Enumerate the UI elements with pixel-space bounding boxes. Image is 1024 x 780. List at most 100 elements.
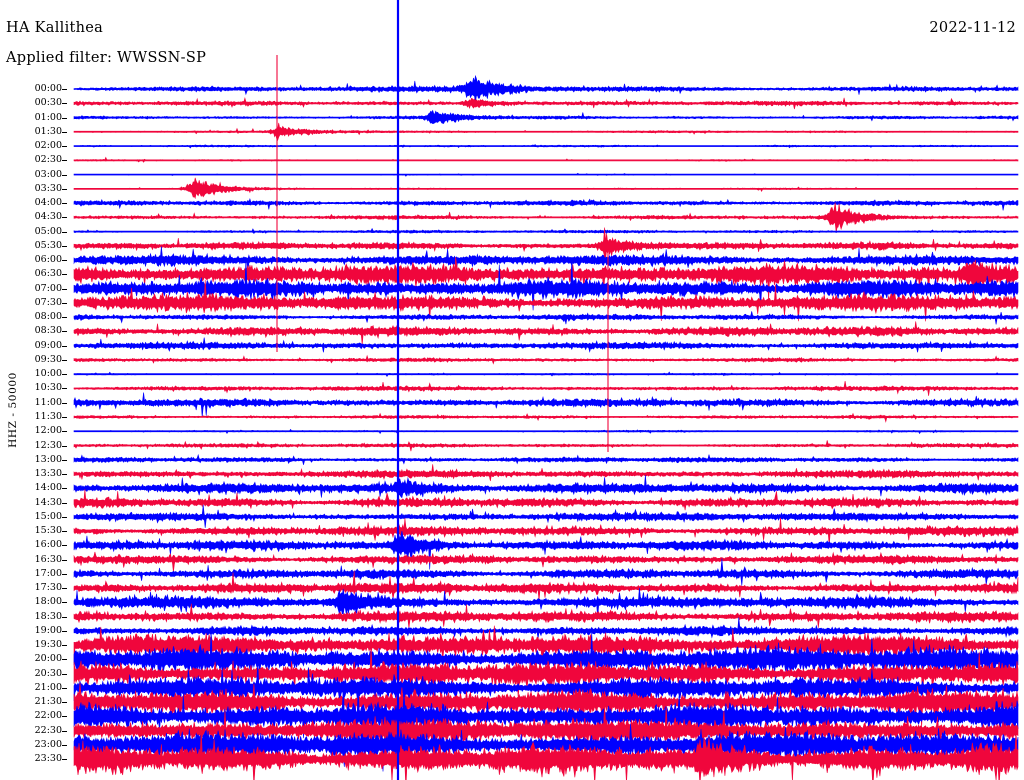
time-tick-label: 23:00 — [34, 738, 62, 750]
time-tick-label: 18:00 — [34, 596, 62, 608]
time-tick-mark — [62, 588, 67, 590]
seismogram-trace — [73, 74, 1019, 103]
time-tick-label: 05:00 — [34, 225, 62, 237]
time-tick-label: 15:00 — [34, 510, 62, 522]
seismogram-trace — [73, 177, 1019, 200]
seismogram-trace — [73, 257, 1019, 302]
time-tick-label: 21:30 — [34, 696, 62, 708]
time-tick-mark — [62, 445, 67, 447]
seismogram-trace — [73, 551, 1019, 573]
seismogram-trace — [73, 412, 1019, 423]
time-tick-label: 06:00 — [34, 254, 62, 266]
seismogram-trace — [73, 440, 1019, 452]
time-tick-label: 02:00 — [34, 140, 62, 152]
seismogram-trace — [73, 311, 1019, 325]
seismogram-trace — [73, 530, 1019, 570]
seismogram-trace — [73, 392, 1019, 418]
time-tick-label: 15:30 — [34, 525, 62, 537]
time-tick-label: 11:30 — [34, 410, 62, 422]
time-tick-mark — [62, 416, 67, 418]
seismogram-trace — [73, 354, 1019, 365]
time-tick-label: 13:00 — [34, 453, 62, 465]
seismogram-trace — [73, 321, 1019, 346]
seismogram-trace — [73, 227, 1019, 260]
time-tick-label: 04:00 — [34, 197, 62, 209]
seismogram-trace — [73, 246, 1019, 272]
seismogram-trace — [73, 729, 1019, 780]
time-tick-label: 01:00 — [34, 111, 62, 123]
time-tick-mark — [62, 146, 67, 148]
time-tick-label: 05:30 — [34, 239, 62, 251]
time-tick-mark — [62, 459, 67, 461]
time-tick-label: 14:30 — [34, 496, 62, 508]
seismogram-trace — [73, 258, 1019, 311]
time-tick-mark — [62, 531, 67, 533]
time-tick-label: 17:30 — [34, 582, 62, 594]
time-tick-label: 20:00 — [34, 653, 62, 665]
time-tick-mark — [62, 317, 67, 319]
time-tick-mark — [62, 730, 67, 732]
time-tick-mark — [62, 131, 67, 133]
seismogram-trace — [73, 453, 1019, 465]
time-tick-label: 14:00 — [34, 482, 62, 494]
time-tick-label: 06:30 — [34, 268, 62, 280]
time-tick-label: 01:30 — [34, 125, 62, 137]
time-tick-mark — [62, 602, 67, 604]
time-tick-mark — [62, 759, 67, 761]
time-tick-mark — [62, 388, 67, 390]
time-tick-label: 12:00 — [34, 425, 62, 437]
time-tick-mark — [62, 231, 67, 233]
time-tick-label: 10:00 — [34, 368, 62, 380]
time-tick-mark — [62, 302, 67, 304]
time-tick-mark — [62, 331, 67, 333]
time-tick-mark — [62, 474, 67, 476]
applied-filter-label: Applied filter: WWSSN-SP — [6, 50, 207, 66]
time-tick-label: 13:30 — [34, 468, 62, 480]
time-tick-mark — [62, 402, 67, 404]
time-tick-label: 22:00 — [34, 710, 62, 722]
time-tick-mark — [62, 673, 67, 675]
time-tick-label: 09:00 — [34, 339, 62, 351]
seismogram-trace — [73, 172, 1019, 177]
time-tick-mark — [62, 188, 67, 190]
time-tick-label: 16:30 — [34, 553, 62, 565]
seismogram-trace — [73, 227, 1019, 234]
seismogram-trace — [73, 202, 1019, 233]
time-tick-mark — [62, 374, 67, 376]
time-tick-label: 21:00 — [34, 681, 62, 693]
time-tick-label: 04:30 — [34, 211, 62, 223]
time-tick-mark — [62, 245, 67, 247]
seismogram-trace — [73, 603, 1019, 629]
seismogram-trace — [73, 97, 1019, 110]
time-tick-mark — [62, 288, 67, 290]
seismogram-trace — [73, 723, 1019, 772]
seismogram-trace — [73, 504, 1019, 528]
seismogram-trace — [73, 489, 1019, 511]
seismogram-trace — [73, 380, 1019, 396]
time-tick-label: 20:30 — [34, 667, 62, 679]
seismogram-trace — [73, 109, 1019, 125]
seismogram-trace — [73, 144, 1019, 149]
time-axis: 00:00 00:30 01:00 01:30 02:00 02:30 03:00 03:30… — [0, 0, 70, 780]
time-tick-mark — [62, 645, 67, 647]
seismogram-trace — [73, 371, 1019, 377]
time-tick-mark — [62, 702, 67, 704]
time-tick-label: 18:30 — [34, 610, 62, 622]
time-tick-label: 00:30 — [34, 97, 62, 109]
time-tick-mark — [62, 630, 67, 632]
time-tick-mark — [62, 559, 67, 561]
time-tick-mark — [62, 103, 67, 105]
time-tick-label: 07:30 — [34, 296, 62, 308]
time-tick-mark — [62, 260, 67, 262]
time-tick-label: 02:30 — [34, 154, 62, 166]
time-tick-label: 17:00 — [34, 567, 62, 579]
time-tick-label: 23:30 — [34, 753, 62, 765]
seismogram-trace — [73, 122, 1019, 141]
time-tick-mark — [62, 616, 67, 618]
time-tick-label: 03:30 — [34, 182, 62, 194]
seismogram-trace — [73, 428, 1019, 435]
seismogram-trace — [73, 464, 1019, 482]
